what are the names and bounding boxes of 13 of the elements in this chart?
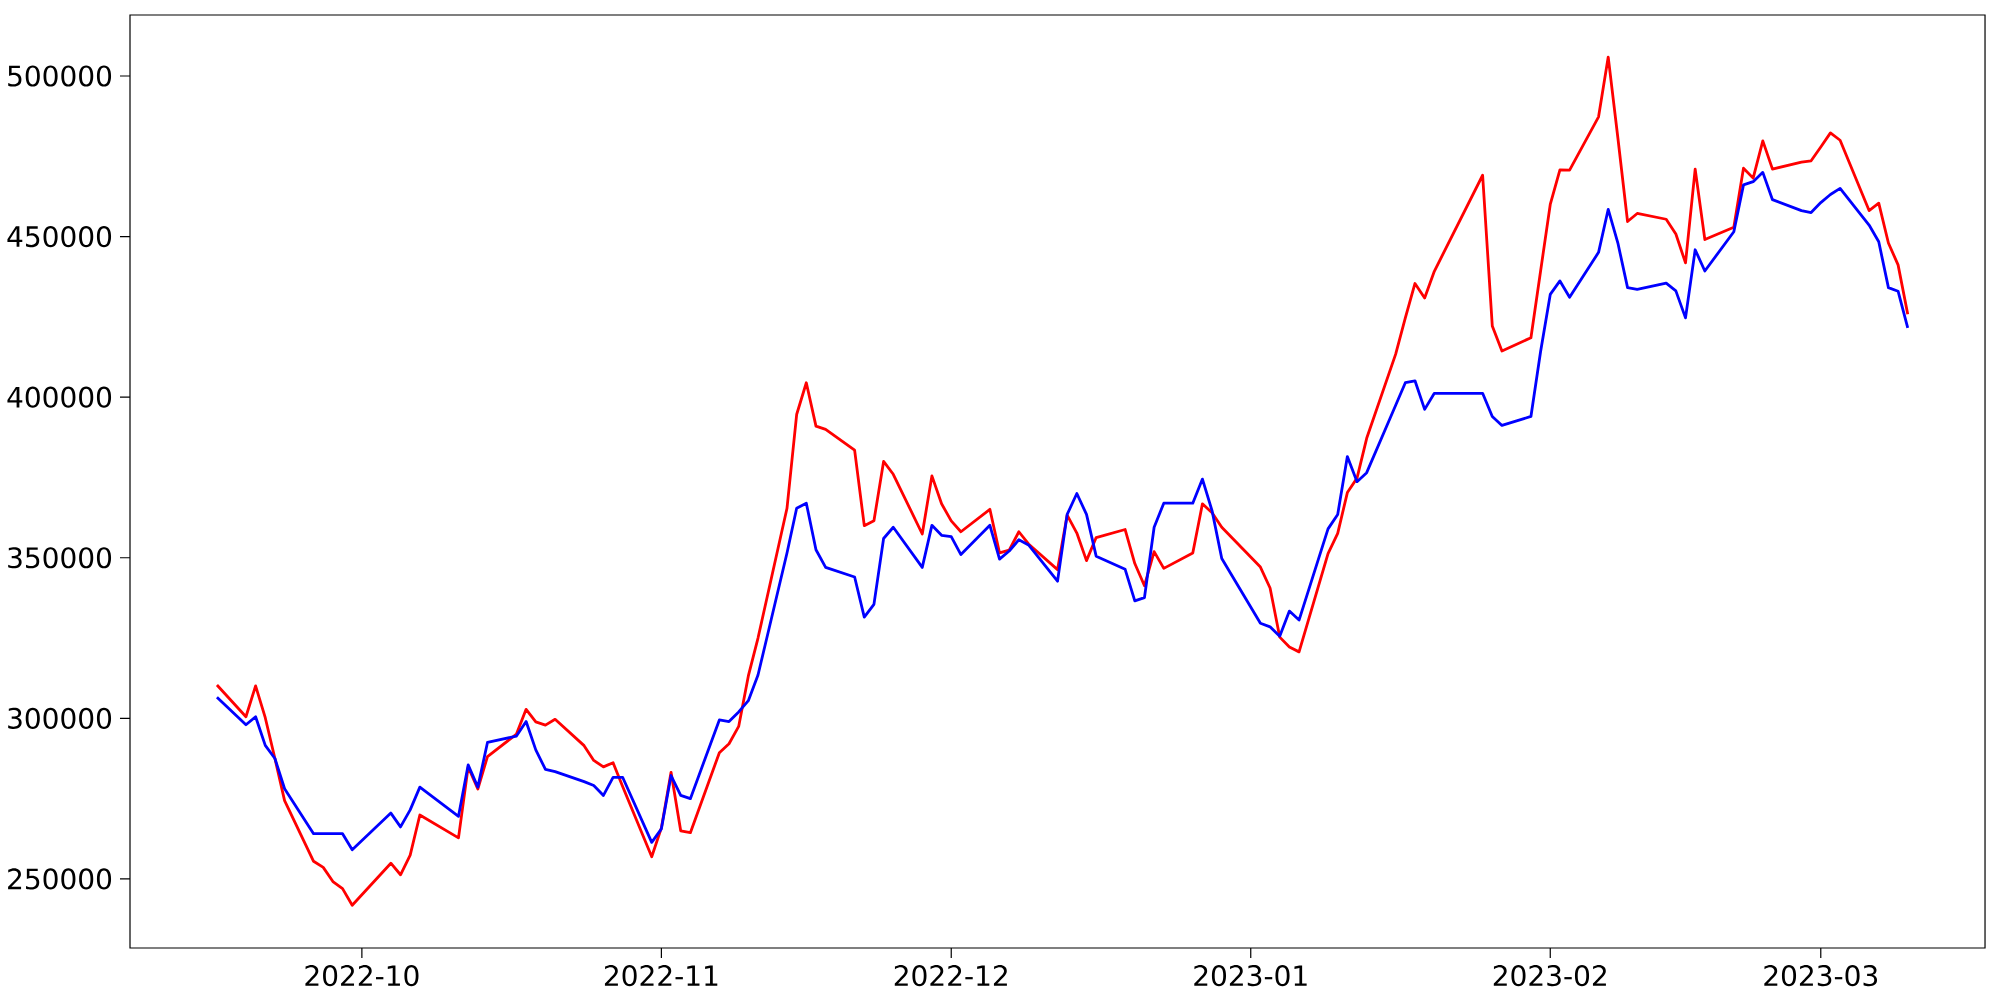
y-tick-label: 250000 bbox=[8, 868, 112, 890]
x-tick-label: 2023-03 bbox=[1764, 965, 1878, 987]
y-tick-label: 500000 bbox=[8, 65, 112, 87]
line-series bbox=[215, 55, 1910, 907]
x-tick-label: 2022-11 bbox=[604, 965, 718, 987]
x-tick-label: 2023-02 bbox=[1493, 965, 1606, 987]
x-tick-label: 2022-12 bbox=[894, 965, 1007, 987]
y-tick-label: 350000 bbox=[8, 547, 112, 569]
y-tick-label: 300000 bbox=[8, 707, 112, 729]
y-tick-label: 450000 bbox=[7, 225, 112, 248]
y-tick-label: 400000 bbox=[7, 386, 112, 408]
x-tick-label: 2023-01 bbox=[1194, 965, 1307, 987]
x-tick-label: 2022-10 bbox=[305, 965, 419, 987]
